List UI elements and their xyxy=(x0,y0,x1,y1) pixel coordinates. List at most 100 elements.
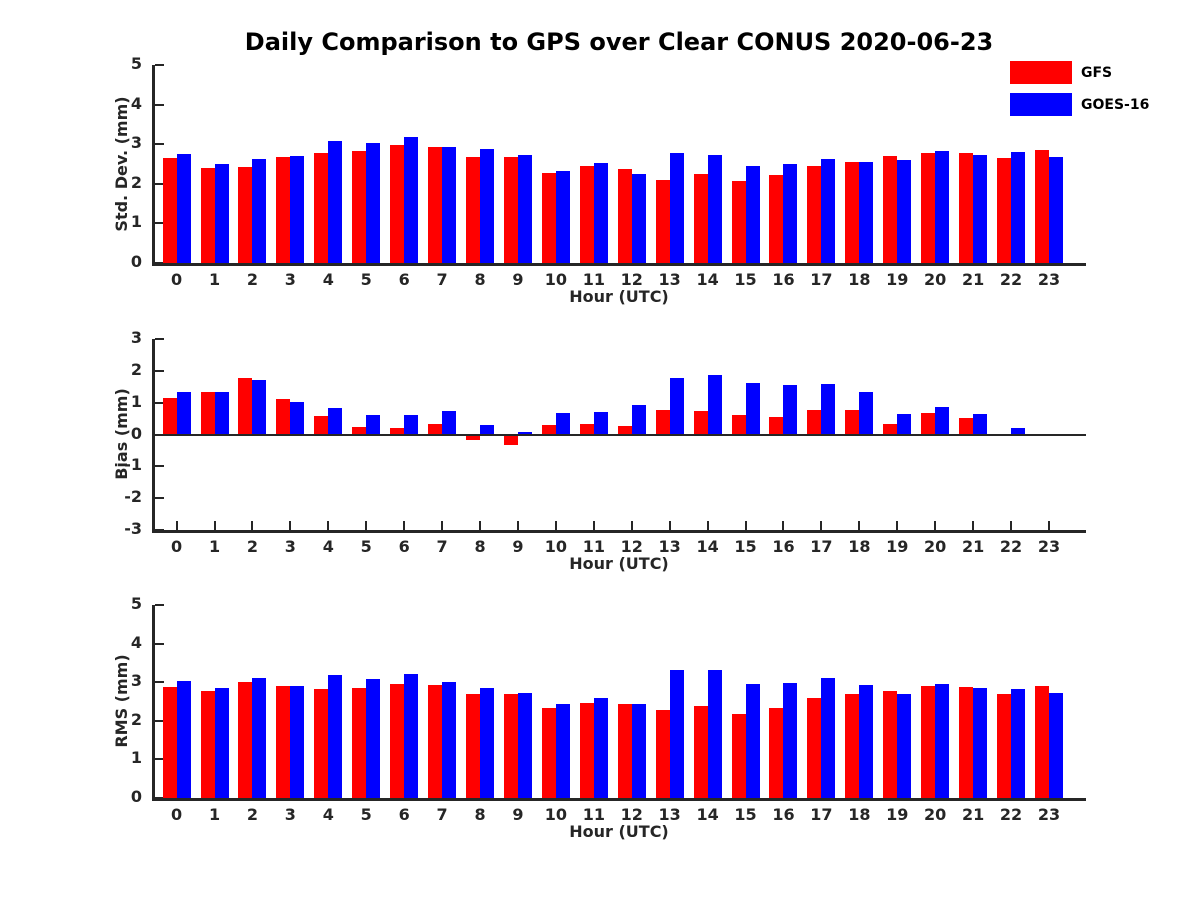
x-tick-label-std-dev: 3 xyxy=(284,270,296,289)
y-tick-std-dev xyxy=(155,182,164,185)
x-tick-label-std-dev: 17 xyxy=(810,270,833,289)
bar-gfs-hour-16 xyxy=(769,708,784,798)
bar-goes16-hour-17 xyxy=(821,678,836,798)
legend-label-gfs: GFS xyxy=(1081,64,1113,81)
y-tick-label-std-dev: 1 xyxy=(130,212,142,232)
x-tick-bias xyxy=(403,521,406,530)
y-tick-rms xyxy=(155,797,164,799)
x-tick-label-rms: 9 xyxy=(512,805,524,824)
x-tick-label-rms: 2 xyxy=(246,805,259,824)
bar-goes16-hour-14 xyxy=(707,374,722,435)
x-tick-bias xyxy=(1010,521,1013,530)
x-tick-label-std-dev: 10 xyxy=(544,270,568,289)
x-tick-bias xyxy=(516,521,519,530)
x-tick-label-std-dev: 7 xyxy=(436,270,448,289)
bar-goes16-hour-5 xyxy=(366,679,381,798)
x-tick-label-bias: 19 xyxy=(886,537,909,556)
bar-goes16-hour-19 xyxy=(897,159,912,263)
y-tick-label-std-dev: 2 xyxy=(130,172,142,192)
y-tick-label-bias: -2 xyxy=(124,487,142,507)
y-tick-bias xyxy=(155,338,164,340)
bar-gfs-hour-9 xyxy=(503,156,518,263)
x-tick-label-rms: 15 xyxy=(734,805,757,824)
bar-goes16-hour-18 xyxy=(859,162,874,263)
bar-goes16-hour-7 xyxy=(442,681,457,798)
bar-goes16-hour-10 xyxy=(555,170,570,263)
y-tick-label-rms: 3 xyxy=(130,671,142,691)
x-tick-label-std-dev: 2 xyxy=(246,270,259,289)
bar-gfs-hour-13 xyxy=(655,710,670,798)
x-tick-label-std-dev: 1 xyxy=(208,270,221,289)
bar-gfs-hour-9 xyxy=(503,434,518,445)
bar-goes16-hour-8 xyxy=(480,149,495,263)
bar-goes16-hour-22 xyxy=(1011,689,1026,798)
x-tick-label-std-dev: 19 xyxy=(886,270,909,289)
x-tick-label-rms: 0 xyxy=(171,805,183,824)
x-tick-bias xyxy=(213,521,216,530)
x-tick-label-bias: 23 xyxy=(1037,537,1061,556)
x-tick-label-bias: 13 xyxy=(658,537,681,556)
bar-gfs-hour-10 xyxy=(541,707,556,798)
x-tick-bias xyxy=(782,521,785,530)
x-tick-label-std-dev: 12 xyxy=(620,270,643,289)
y-axis-label-rms: RMS (mm) xyxy=(112,654,131,748)
x-tick-label-rms: 19 xyxy=(886,805,909,824)
bar-gfs-hour-5 xyxy=(352,687,367,798)
bar-gfs-hour-19 xyxy=(883,423,898,435)
bar-goes16-hour-18 xyxy=(859,685,874,798)
y-tick-label-std-dev: 0 xyxy=(130,252,142,271)
x-tick-label-rms: 16 xyxy=(772,805,795,824)
x-tick-label-rms: 13 xyxy=(658,805,681,824)
bar-goes16-hour-13 xyxy=(669,669,684,798)
x-tick-label-bias: 2 xyxy=(246,537,259,556)
y-tick-label-rms: 0 xyxy=(130,787,142,806)
bar-gfs-hour-5 xyxy=(352,426,367,435)
x-tick-label-rms: 10 xyxy=(544,805,568,824)
y-axis-line-std-dev xyxy=(152,65,155,266)
x-tick-label-bias: 21 xyxy=(961,537,985,556)
bar-goes16-hour-1 xyxy=(214,688,229,798)
x-tick-label-bias: 14 xyxy=(696,537,719,556)
bar-gfs-hour-8 xyxy=(466,156,481,263)
bar-goes16-hour-9 xyxy=(517,432,532,435)
bar-gfs-hour-8 xyxy=(466,693,481,798)
x-axis-label-std-dev: Hour (UTC) xyxy=(569,287,669,306)
chart-title: Daily Comparison to GPS over Clear CONUS… xyxy=(244,28,994,56)
bar-goes16-hour-11 xyxy=(593,163,608,263)
bar-gfs-hour-6 xyxy=(390,683,405,798)
y-tick-bias xyxy=(155,465,164,468)
x-tick-label-rms: 4 xyxy=(322,805,334,824)
bar-gfs-hour-13 xyxy=(655,179,670,263)
x-tick-label-rms: 8 xyxy=(474,805,486,824)
x-tick-label-std-dev: 13 xyxy=(658,270,681,289)
bar-goes16-hour-3 xyxy=(290,401,305,435)
bar-gfs-hour-12 xyxy=(617,168,632,263)
bar-gfs-hour-2 xyxy=(238,167,253,263)
bar-gfs-hour-6 xyxy=(390,428,405,435)
bar-gfs-hour-15 xyxy=(731,181,746,263)
y-tick-label-bias: -3 xyxy=(124,519,142,538)
bar-goes16-hour-21 xyxy=(973,154,988,263)
x-tick-label-bias: 12 xyxy=(620,537,643,556)
bar-goes16-hour-12 xyxy=(631,704,646,798)
bar-goes16-hour-13 xyxy=(669,152,684,263)
y-tick-label-rms: 2 xyxy=(130,709,142,729)
bar-goes16-hour-0 xyxy=(176,680,191,798)
x-tick-bias xyxy=(934,521,937,530)
bar-gfs-hour-17 xyxy=(807,697,822,798)
bar-gfs-hour-3 xyxy=(276,686,291,798)
x-tick-label-bias: 18 xyxy=(848,537,871,556)
x-tick-bias xyxy=(592,521,595,530)
bar-goes16-hour-10 xyxy=(555,704,570,798)
bar-gfs-hour-0 xyxy=(162,397,177,435)
x-tick-bias xyxy=(479,521,482,530)
y-axis-line-bias xyxy=(152,339,155,533)
y-axis-line-rms xyxy=(152,605,155,801)
y-tick-label-rms: 5 xyxy=(130,594,142,613)
bar-goes16-hour-22 xyxy=(1011,428,1026,435)
bar-goes16-hour-23 xyxy=(1048,692,1063,798)
x-tick-label-bias: 1 xyxy=(208,537,221,556)
bar-gfs-hour-2 xyxy=(238,377,253,435)
bar-gfs-hour-20 xyxy=(921,412,936,435)
y-tick-label-bias: 3 xyxy=(130,328,142,347)
